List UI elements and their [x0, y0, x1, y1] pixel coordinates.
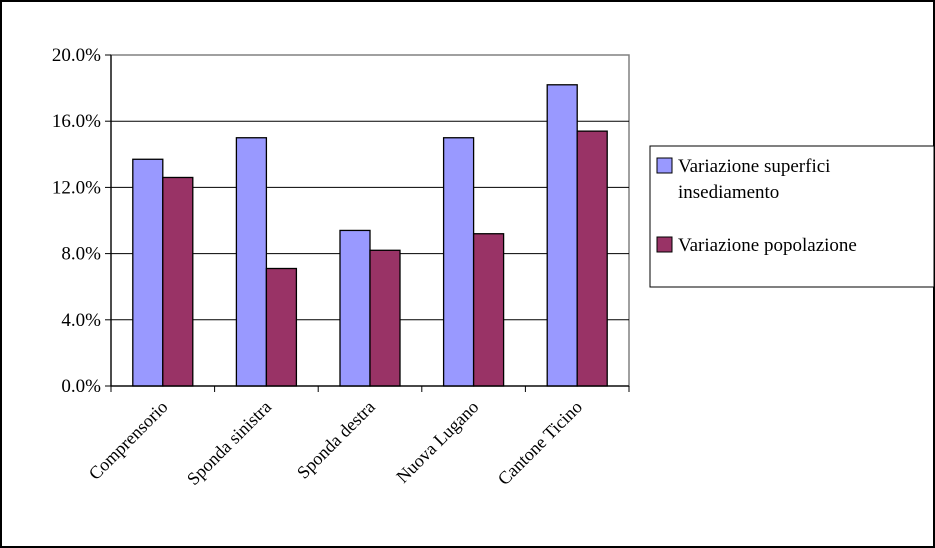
- legend-swatch: [656, 157, 673, 174]
- legend-label: Variazione superfici: [678, 156, 830, 177]
- y-tick-label: 8.0%: [61, 244, 101, 265]
- legend-swatch: [656, 236, 673, 253]
- bar-superfici-1: [235, 137, 268, 387]
- bars: [132, 84, 608, 387]
- bar-popolazione-3: [472, 233, 505, 387]
- legend-label: insediamento: [678, 182, 779, 203]
- y-tick-label: 20.0%: [52, 45, 101, 66]
- legend: Variazione superfici insediamento Variazio…: [649, 145, 935, 288]
- bar-popolazione-0: [162, 176, 194, 387]
- y-tick-label: 4.0%: [61, 310, 101, 331]
- bar-popolazione-2: [369, 249, 401, 387]
- bar-superfici-0: [132, 158, 164, 387]
- y-tick-labels: 0.0% 4.0% 8.0% 12.0% 16.0% 20.0%: [52, 45, 101, 397]
- bar-superfici-4: [546, 84, 578, 387]
- y-tick-label: 0.0%: [61, 376, 101, 397]
- bar-popolazione-1: [265, 267, 298, 387]
- legend-box: [649, 145, 935, 288]
- bar-superfici-3: [442, 137, 475, 387]
- y-tick-label: 12.0%: [52, 177, 101, 198]
- bar-superfici-2: [339, 229, 371, 387]
- legend-label: Variazione popolazione: [678, 235, 857, 256]
- y-tick-label: 16.0%: [52, 111, 101, 132]
- axes: [105, 54, 630, 392]
- bar-popolazione-4: [576, 130, 608, 387]
